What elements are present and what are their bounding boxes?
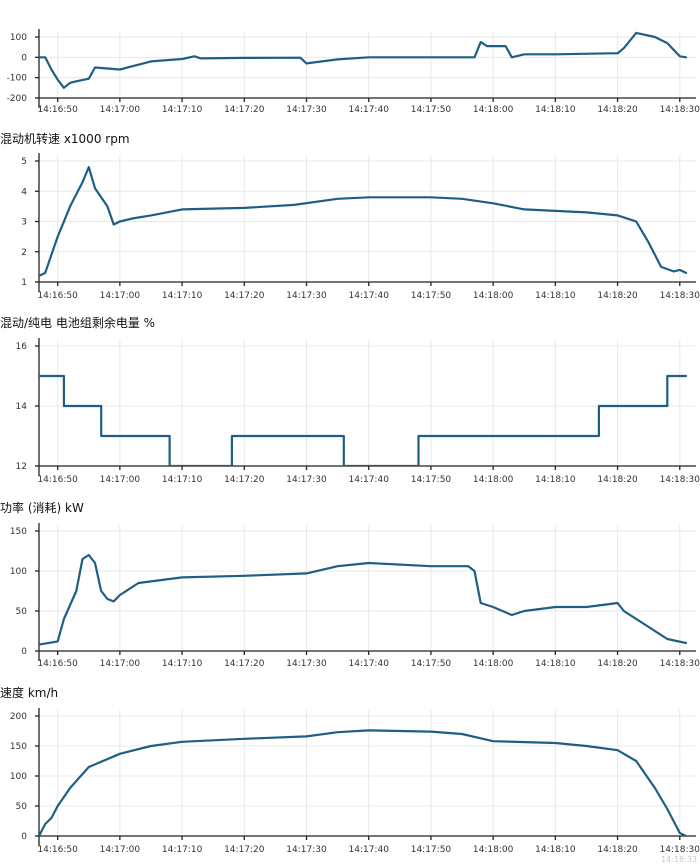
x-tick-label: 14:17:30 — [286, 475, 327, 485]
x-tick-label: 14:18:20 — [597, 845, 638, 855]
x-tick-label: 14:17:10 — [162, 845, 203, 855]
y-tick-label: 2 — [21, 248, 27, 258]
watermark-timestamp: 14:18:33 — [661, 855, 697, 864]
y-tick-label: 4 — [21, 187, 27, 197]
y-tick-label: -200 — [7, 94, 28, 104]
y-tick-label: 50 — [16, 802, 28, 812]
y-tick-label: 3 — [21, 218, 27, 228]
x-tick-label: 14:17:30 — [286, 291, 327, 301]
y-tick-label: 200 — [10, 712, 27, 722]
x-tick-label: 14:18:10 — [535, 291, 576, 301]
series-line-2 — [39, 166, 688, 277]
chart-title: 混动/纯电 电池组剩余电量 % — [0, 315, 155, 330]
y-tick-label: 12 — [16, 462, 27, 472]
x-tick-label: 14:18:10 — [535, 845, 576, 855]
x-tick-label: 14:17:50 — [411, 291, 452, 301]
x-tick-label: 14:18:30 — [660, 105, 700, 115]
series-line-4 — [39, 553, 688, 646]
chart-panel-4: 功率 (消耗) kW 14:16:50 14:17:00 14:17:10 14:17:… — [0, 500, 700, 669]
x-tick-label: 14:18:20 — [597, 291, 638, 301]
y-tick-label: 1 — [21, 278, 27, 288]
x-tick-label: 14:18:00 — [473, 475, 514, 485]
x-tick-label: 14:18:10 — [535, 105, 576, 115]
x-tick-label: 14:17:10 — [162, 659, 203, 669]
x-tick-label: 14:18:10 — [535, 659, 576, 669]
x-tick-label: 14:17:20 — [224, 845, 265, 855]
x-tick-label: 14:18:30 — [660, 291, 700, 301]
y-tick-label: 16 — [16, 342, 28, 352]
y-tick-label: 0 — [21, 832, 27, 842]
series-line-5 — [39, 729, 688, 836]
x-tick-label: 14:17:00 — [100, 105, 141, 115]
x-tick-label: 14:17:30 — [286, 105, 327, 115]
chart-title: 混动机转速 x1000 rpm — [0, 131, 130, 146]
x-tick-label: 14:17:00 — [100, 845, 141, 855]
x-tick-label: 14:18:10 — [535, 475, 576, 485]
x-tick-label: 14:17:20 — [224, 105, 265, 115]
y-tick-label: 5 — [21, 157, 27, 167]
y-tick-label: -100 — [7, 74, 28, 84]
chart-panel-2: 混动机转速 x1000 rpm 14:16:50 14:17:00 14:17:10 1… — [0, 131, 700, 301]
x-tick-label: 14:17:50 — [411, 475, 452, 485]
y-tick-label: 150 — [10, 742, 27, 752]
x-tick-label: 14:17:20 — [224, 291, 265, 301]
x-tick-label: 14:17:30 — [286, 659, 327, 669]
y-tick-label: 14 — [16, 402, 28, 412]
x-tick-label: 14:17:10 — [162, 475, 203, 485]
x-tick-label: 14:17:00 — [100, 475, 141, 485]
x-tick-label: 14:17:40 — [349, 659, 390, 669]
x-tick-label: 14:17:40 — [349, 291, 390, 301]
x-tick-label: 14:17:40 — [349, 845, 390, 855]
x-tick-label: 14:18:00 — [473, 845, 514, 855]
x-tick-label: 14:16:50 — [37, 291, 78, 301]
chart-panel-5: 速度 km/h 14:16:50 14:17:00 14:17:10 14:17:20 1… — [0, 685, 700, 855]
x-tick-label: 14:17:10 — [162, 291, 203, 301]
x-tick-label: 14:17:20 — [224, 659, 265, 669]
x-tick-label: 14:17:40 — [349, 475, 390, 485]
x-tick-label: 14:17:10 — [162, 105, 203, 115]
chart-panel-1: 14:16:50 14:17:00 14:17:10 14:17:20 14:17:30… — [7, 29, 700, 115]
x-tick-label: 14:17:50 — [411, 105, 452, 115]
x-tick-label: 14:17:30 — [286, 845, 327, 855]
x-tick-label: 14:18:20 — [597, 475, 638, 485]
x-tick-label: 14:16:50 — [37, 845, 78, 855]
chart-title: 功率 (消耗) kW — [0, 500, 84, 515]
series-line-1 — [39, 31, 688, 89]
x-tick-label: 14:18:30 — [660, 659, 700, 669]
y-tick-label: 150 — [10, 527, 27, 537]
x-tick-label: 14:16:50 — [37, 475, 78, 485]
y-tick-label: 100 — [10, 772, 27, 782]
x-tick-label: 14:17:00 — [100, 291, 141, 301]
x-tick-label: 14:17:50 — [411, 845, 452, 855]
series-line-3 — [39, 374, 688, 466]
x-tick-label: 14:18:00 — [473, 659, 514, 669]
x-tick-label: 14:18:30 — [660, 845, 700, 855]
x-tick-label: 14:18:30 — [660, 475, 700, 485]
x-tick-label: 14:17:00 — [100, 659, 141, 669]
x-tick-label: 14:16:50 — [37, 659, 78, 669]
y-tick-label: 50 — [16, 607, 28, 617]
x-tick-label: 14:18:20 — [597, 659, 638, 669]
y-tick-label: 0 — [21, 647, 27, 657]
y-tick-label: 0 — [21, 53, 27, 63]
y-tick-label: 100 — [10, 567, 27, 577]
x-tick-label: 14:18:00 — [473, 291, 514, 301]
x-tick-label: 14:17:20 — [224, 475, 265, 485]
x-tick-label: 14:18:00 — [473, 105, 514, 115]
x-tick-label: 14:17:50 — [411, 659, 452, 669]
x-tick-label: 14:18:20 — [597, 105, 638, 115]
x-tick-label: 14:16:50 — [37, 105, 78, 115]
y-tick-label: 100 — [10, 33, 27, 43]
chart-panel-3: 混动/纯电 电池组剩余电量 % 14:16:50 14:17:00 14:17:10 1… — [0, 315, 700, 485]
x-tick-label: 14:17:40 — [349, 105, 390, 115]
chart-title: 速度 km/h — [0, 685, 58, 700]
